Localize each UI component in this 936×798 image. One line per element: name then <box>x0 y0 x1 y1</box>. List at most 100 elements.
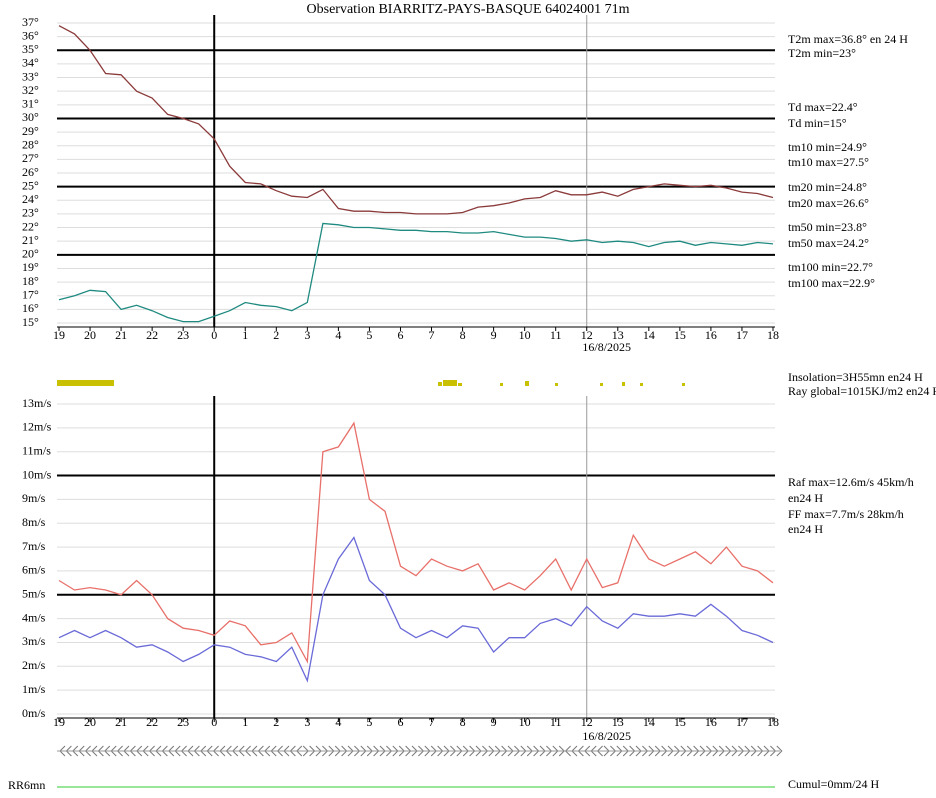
y-tick-label: 13m/s <box>22 396 52 410</box>
series-line <box>58 536 774 683</box>
y-tick-label: 26° <box>22 165 39 179</box>
y-tick-label: 19° <box>22 260 39 274</box>
x-tick-label: 13 <box>612 715 624 729</box>
x-tick-label: 16 <box>705 715 717 729</box>
y-tick-label: 2m/s <box>22 658 46 672</box>
insolation-annotation: Insolation=3H55mn en24 H <box>788 370 923 384</box>
annotation: T2m min=23° <box>788 46 856 60</box>
y-tick-label: 33° <box>22 69 39 83</box>
x-tick-label: 18 <box>767 715 779 729</box>
x-tick-label: 17 <box>736 328 748 342</box>
annotation: tm10 min=24.9° <box>788 140 867 154</box>
series-line <box>58 421 774 664</box>
x-tick-label: 10 <box>519 328 531 342</box>
x-sublabel: 16/8/2025 <box>582 729 631 743</box>
annotation: tm20 max=26.6° <box>788 196 869 210</box>
y-tick-label: 28° <box>22 137 39 151</box>
x-tick-label: 2 <box>273 715 279 729</box>
series-line <box>58 25 774 215</box>
annotation: Raf max=12.6m/s 45km/h <box>788 475 914 489</box>
x-tick-label: 10 <box>519 715 531 729</box>
y-tick-label: 4m/s <box>22 610 46 624</box>
annotation: en24 H <box>788 491 823 505</box>
x-tick-label: 6 <box>397 715 403 729</box>
x-tick-label: 12 <box>581 328 593 342</box>
annotation: tm10 max=27.5° <box>788 155 869 169</box>
y-tick-label: 27° <box>22 151 39 165</box>
x-tick-label: 9 <box>491 715 497 729</box>
rain-label: RR6mn <box>8 778 45 792</box>
x-tick-label: 19 <box>53 328 65 342</box>
x-tick-label: 11 <box>550 328 562 342</box>
y-tick-label: 8m/s <box>22 515 46 529</box>
x-tick-label: 1 <box>242 328 248 342</box>
y-tick-label: 30° <box>22 110 39 124</box>
x-tick-label: 23 <box>177 328 189 342</box>
x-tick-label: 21 <box>115 715 127 729</box>
chart-title: Observation BIARRITZ-PAYS-BASQUE 6402400… <box>307 2 630 17</box>
annotation: en24 H <box>788 522 823 536</box>
y-tick-label: 17° <box>22 287 39 301</box>
x-sublabel: 16/8/2025 <box>582 340 631 354</box>
y-tick-label: 31° <box>22 97 39 111</box>
annotation: tm50 min=23.8° <box>788 220 867 234</box>
x-tick-label: 4 <box>335 715 341 729</box>
x-tick-label: 13 <box>612 328 624 342</box>
x-tick-label: 0 <box>211 328 217 342</box>
y-tick-label: 7m/s <box>22 539 46 553</box>
x-tick-label: 9 <box>491 328 497 342</box>
wind-arrow <box>776 745 783 757</box>
x-tick-label: 15 <box>674 715 686 729</box>
x-tick-label: 22 <box>146 328 158 342</box>
annotation: Td max=22.4° <box>788 100 858 114</box>
annotation: tm100 max=22.9° <box>788 276 875 290</box>
y-tick-label: 25° <box>22 178 39 192</box>
y-tick-label: 21° <box>22 233 39 247</box>
annotation: tm20 min=24.8° <box>788 180 867 194</box>
x-tick-label: 8 <box>460 328 466 342</box>
y-tick-label: 36° <box>22 28 39 42</box>
x-tick-label: 18 <box>767 328 779 342</box>
x-tick-label: 20 <box>84 715 96 729</box>
annotation: T2m max=36.8° en 24 H <box>788 32 908 46</box>
y-tick-label: 0m/s <box>22 706 46 720</box>
x-tick-label: 3 <box>304 328 310 342</box>
x-tick-label: 22 <box>146 715 158 729</box>
insolation-bars <box>57 380 685 386</box>
annotation: tm50 max=24.2° <box>788 236 869 250</box>
x-tick-label: 2 <box>273 328 279 342</box>
annotation: Td min=15° <box>788 116 847 130</box>
y-tick-label: 16° <box>22 301 39 315</box>
x-tick-label: 16 <box>705 328 717 342</box>
annotation: tm100 min=22.7° <box>788 260 873 274</box>
x-tick-label: 11 <box>550 715 562 729</box>
y-tick-label: 18° <box>22 274 39 288</box>
x-tick-label: 14 <box>643 715 655 729</box>
x-tick-label: 4 <box>335 328 341 342</box>
wind-direction-arrows <box>57 745 783 757</box>
x-tick-label: 0 <box>211 715 217 729</box>
y-tick-label: 3m/s <box>22 634 46 648</box>
x-tick-label: 21 <box>115 328 127 342</box>
insolation-annotation: Ray global=1015KJ/m2 en24 H <box>788 384 936 398</box>
y-tick-label: 22° <box>22 219 39 233</box>
rain-annotation: Cumul=0mm/24 H <box>788 777 879 791</box>
y-tick-label: 37° <box>22 15 39 29</box>
x-tick-label: 14 <box>643 328 655 342</box>
y-tick-label: 29° <box>22 124 39 138</box>
y-tick-label: 1m/s <box>22 682 46 696</box>
x-tick-label: 7 <box>429 328 435 342</box>
x-tick-label: 19 <box>53 715 65 729</box>
y-tick-label: 20° <box>22 247 39 261</box>
x-tick-label: 7 <box>429 715 435 729</box>
series-line <box>58 222 774 323</box>
y-tick-label: 24° <box>22 192 39 206</box>
y-tick-label: 32° <box>22 83 39 97</box>
x-tick-label: 1 <box>242 715 248 729</box>
y-tick-label: 12m/s <box>22 420 52 434</box>
x-tick-label: 17 <box>736 715 748 729</box>
y-tick-label: 9m/s <box>22 491 46 505</box>
y-tick-label: 35° <box>22 42 39 56</box>
x-tick-label: 20 <box>84 328 96 342</box>
